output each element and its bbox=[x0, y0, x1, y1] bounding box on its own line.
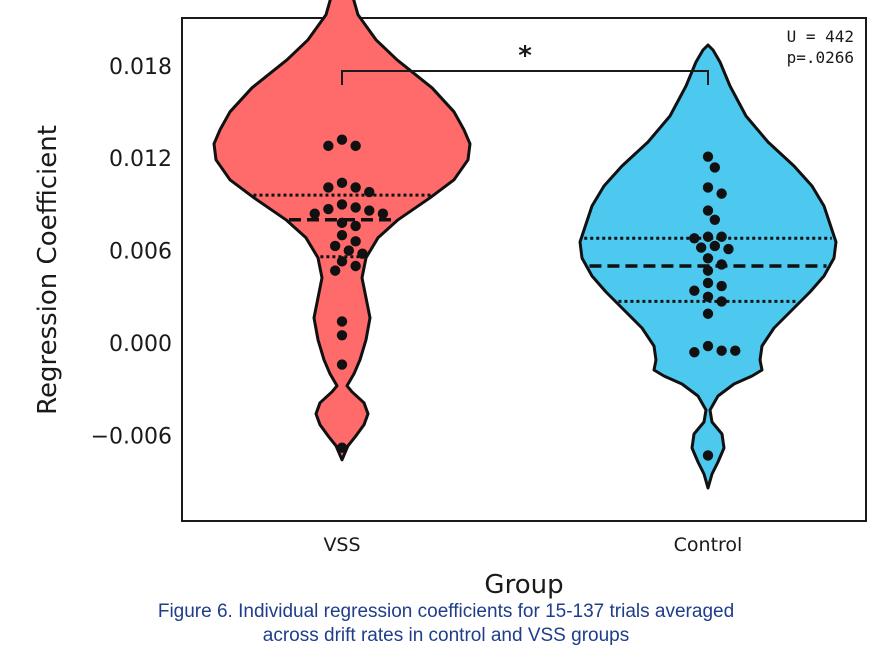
data-point bbox=[350, 182, 361, 193]
data-point bbox=[343, 245, 355, 256]
data-point bbox=[329, 240, 341, 252]
data-point bbox=[350, 220, 361, 232]
violin-chart: −0.006 0.000 0.006 0.012 0.018 * U = 442 p=.… bbox=[33, 0, 867, 600]
data-point bbox=[336, 359, 348, 370]
data-point bbox=[702, 182, 714, 193]
y-tick-label: 0.012 bbox=[109, 147, 172, 172]
data-point bbox=[716, 296, 727, 307]
data-point bbox=[336, 199, 348, 210]
data-point bbox=[350, 140, 361, 152]
data-point bbox=[336, 134, 348, 145]
data-point bbox=[336, 177, 348, 189]
data-point bbox=[329, 265, 341, 276]
stat-u-value: U = 442 bbox=[787, 27, 854, 46]
data-point bbox=[730, 345, 741, 356]
data-point bbox=[689, 233, 700, 244]
data-point bbox=[689, 285, 700, 296]
data-point bbox=[702, 308, 714, 319]
figure-caption: Figure 6. Individual regression coeffici… bbox=[0, 600, 892, 648]
data-point bbox=[716, 259, 727, 270]
data-point bbox=[716, 345, 727, 356]
y-tick-label: 0.006 bbox=[109, 240, 172, 265]
stat-p-value: p=.0266 bbox=[787, 48, 854, 67]
data-point bbox=[336, 217, 348, 229]
significance-bracket: * bbox=[341, 41, 709, 85]
data-point bbox=[350, 260, 361, 272]
data-point bbox=[336, 330, 348, 341]
caption-line-1: Figure 6. Individual regression coeffici… bbox=[157, 601, 735, 622]
data-point bbox=[702, 151, 714, 162]
x-category-label: Control bbox=[674, 534, 743, 556]
significance-star: * bbox=[518, 41, 532, 71]
data-point bbox=[702, 277, 714, 289]
plot-frame bbox=[181, 17, 867, 522]
data-point bbox=[336, 316, 348, 327]
data-point bbox=[709, 162, 721, 173]
data-point bbox=[709, 214, 721, 225]
data-point bbox=[350, 236, 361, 247]
data-point bbox=[702, 205, 714, 216]
data-point bbox=[357, 248, 368, 259]
data-point bbox=[702, 231, 714, 242]
x-axis-title: Group bbox=[484, 570, 563, 600]
data-points bbox=[309, 134, 741, 461]
data-point bbox=[350, 202, 361, 213]
data-point bbox=[702, 450, 714, 461]
data-point bbox=[323, 203, 334, 215]
data-point bbox=[336, 256, 348, 267]
data-point bbox=[689, 347, 700, 358]
data-point bbox=[364, 205, 375, 216]
data-point bbox=[695, 242, 707, 253]
y-axis-ticks: −0.006 0.000 0.006 0.012 0.018 bbox=[91, 55, 172, 450]
data-point bbox=[377, 208, 389, 219]
data-point bbox=[336, 442, 348, 453]
data-point bbox=[702, 291, 714, 302]
y-axis-title: Regression Coefficient bbox=[33, 125, 63, 415]
data-point bbox=[709, 240, 721, 252]
data-point bbox=[702, 265, 714, 276]
y-tick-label: −0.006 bbox=[91, 424, 172, 449]
y-tick-label: 0.018 bbox=[109, 55, 172, 80]
data-point bbox=[716, 188, 727, 199]
data-point bbox=[702, 253, 714, 264]
x-category-label: VSS bbox=[323, 534, 360, 556]
y-tick-label: 0.000 bbox=[109, 332, 172, 357]
data-point bbox=[716, 231, 727, 242]
data-point bbox=[323, 140, 334, 152]
violins bbox=[212, 0, 838, 490]
x-axis-categories: VSS Control bbox=[323, 534, 742, 556]
data-point bbox=[309, 208, 320, 219]
data-point bbox=[364, 186, 375, 198]
bracket-line bbox=[341, 70, 709, 85]
violin-body bbox=[212, 0, 472, 462]
caption-line-2: across drift rates in control and VSS gr… bbox=[262, 625, 630, 646]
data-point bbox=[702, 340, 714, 352]
data-point bbox=[323, 182, 334, 193]
data-point bbox=[336, 230, 348, 241]
data-point bbox=[723, 243, 734, 255]
data-point bbox=[716, 280, 727, 292]
